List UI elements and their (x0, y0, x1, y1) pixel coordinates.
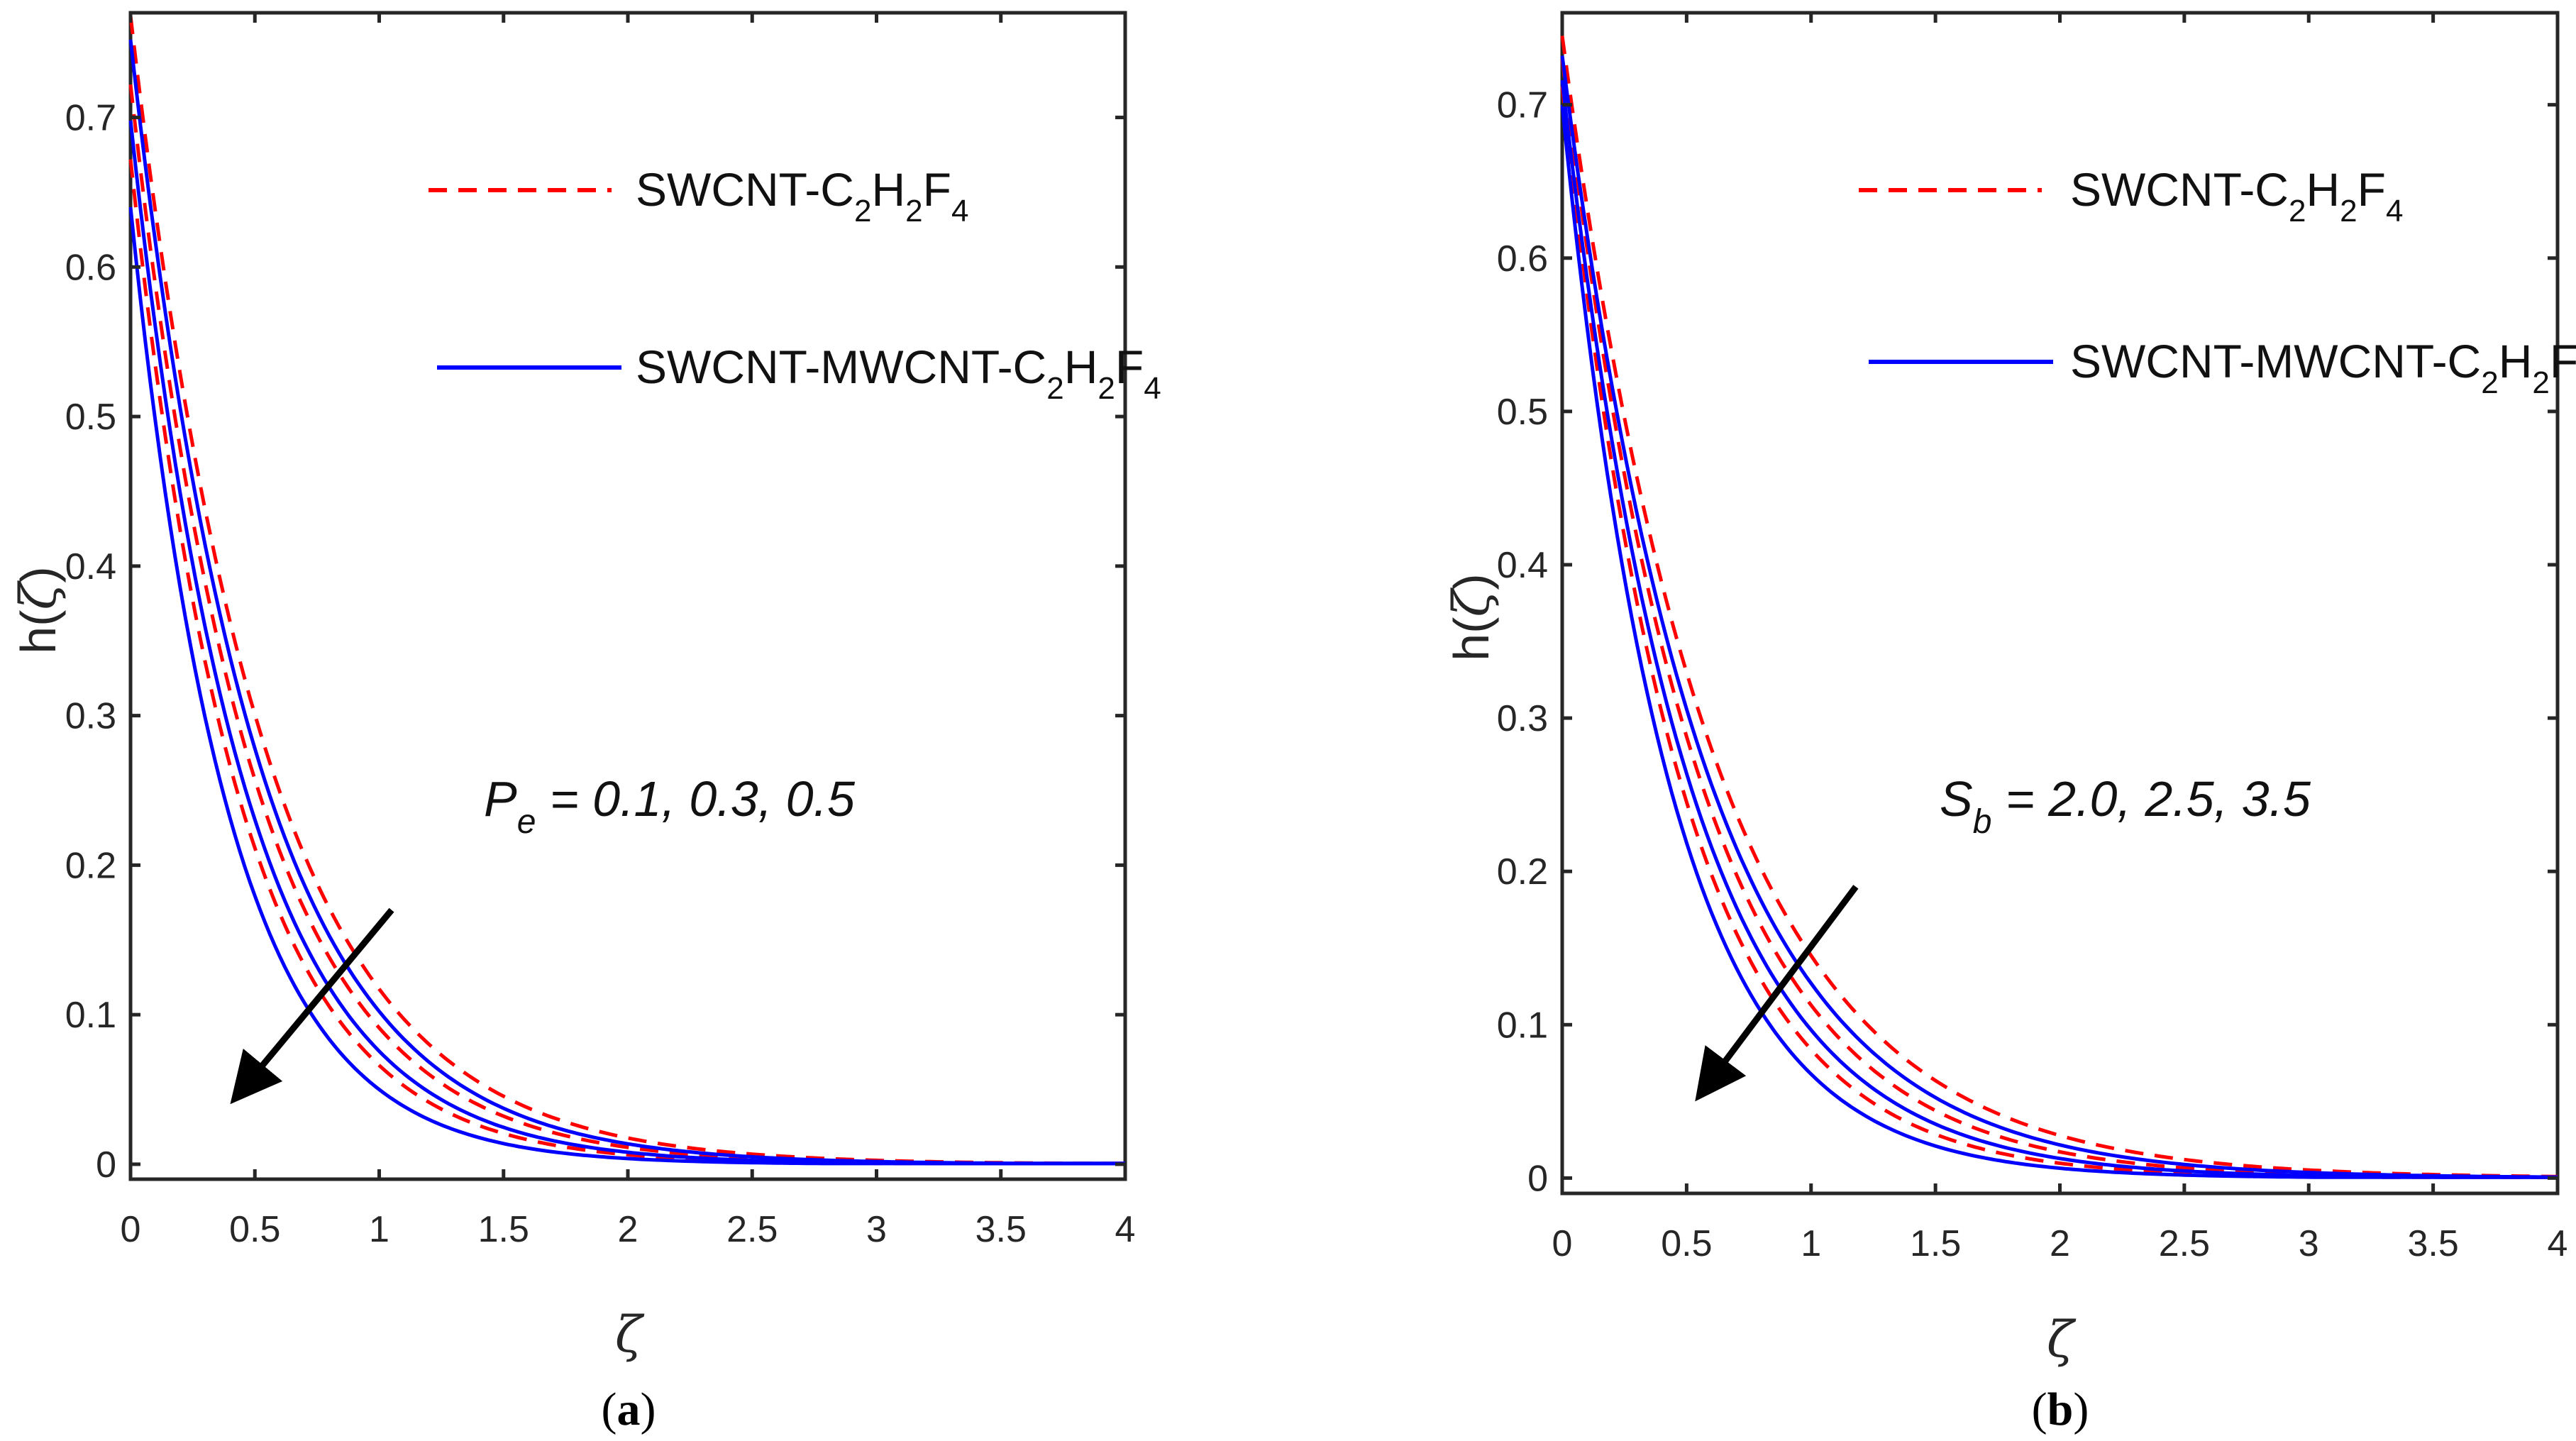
xtick-label-b: 4 (2548, 1223, 2568, 1264)
xtick-label-b: 3.5 (2407, 1223, 2458, 1264)
ytick-label-a: 0.1 (65, 995, 116, 1036)
curve-b-2 (1560, 58, 2558, 1179)
annotation-a: Pe = 0.1, 0.3, 0.5 (484, 771, 856, 841)
ytick-label-b: 0.5 (1497, 392, 1548, 433)
ytick-label-b: 0.7 (1497, 85, 1548, 126)
xtick-label-b: 1.5 (1910, 1223, 1961, 1264)
ytick-label-b: 0.6 (1497, 238, 1548, 280)
panel-b: 0 0.5 1 1.5 2 2.5 3 3.5 400.10.20.30.40.50.60.7 … (1442, 11, 2576, 1435)
legend-b-entry-2: SWCNT-MWCNT-C2H2F4 (2070, 335, 2576, 400)
xlabel-b: ζ (2047, 1310, 2077, 1369)
legend-a-entry-1: SWCNT-C2H2F4 (636, 163, 968, 228)
ytick-label-b: 0.1 (1497, 1005, 1548, 1046)
ytick-label-b: 0.3 (1497, 698, 1548, 739)
ylabel-a: h(ζ) (9, 566, 67, 654)
xtick-label-b: 2.5 (2159, 1223, 2210, 1264)
legend-b: SWCNT-C2H2F4 SWCNT-MWCNT-C2H2F4 (1859, 163, 2576, 400)
ytick-label-b: 0.4 (1497, 545, 1548, 586)
ytick-label-a: 0.2 (65, 845, 116, 886)
ytick-label-a: 0 (96, 1144, 116, 1186)
xtick-label-b: 0 (1552, 1223, 1573, 1264)
curve-a-3 (128, 159, 1125, 1166)
xtick-label-a: 3 (866, 1209, 887, 1250)
ticks-a: 0 0.5 1 1.5 2 2.5 3 3.5 4 0 0.1 0.2 0.3 0.4 0.5 0.6 0.7 (65, 13, 1136, 1250)
ytick-label-b: 0 (1527, 1158, 1548, 1199)
curve-a-6 (128, 206, 1125, 1166)
trend-arrow-a (230, 907, 394, 1105)
ytick-label-a: 0.6 (65, 247, 116, 288)
xtick-label-a: 1.5 (478, 1209, 529, 1250)
xtick-label-a: 0 (121, 1209, 141, 1250)
curve-b-1 (1560, 35, 2558, 1178)
legend-a-entry-2: SWCNT-MWCNT-C2H2F4 (636, 341, 1161, 406)
legend-a: SWCNT-C2H2F4 SWCNT-MWCNT-C2H2F4 (429, 163, 1161, 406)
caption-b: (b) (2032, 1384, 2089, 1435)
curves-a (128, 15, 1125, 1166)
curve-b-4 (1560, 55, 2558, 1179)
xtick-label-a: 4 (1115, 1209, 1136, 1250)
curve-a-1 (128, 15, 1125, 1166)
xtick-label-b: 1 (1801, 1223, 1821, 1264)
xtick-label-b: 2 (2050, 1223, 2070, 1264)
ytick-label-a: 0.3 (65, 696, 116, 737)
curve-a-2 (128, 84, 1125, 1166)
ytick-label-a: 0.7 (65, 98, 116, 139)
curve-a-4 (128, 39, 1125, 1166)
plot-area-b (1560, 11, 2560, 1196)
ytick-label-a: 0.5 (65, 397, 116, 438)
legend-b-entry-1: SWCNT-C2H2F4 (2070, 163, 2403, 228)
curve-b-3 (1560, 86, 2558, 1179)
xtick-label-b: 0.5 (1661, 1223, 1712, 1264)
annotation-b: Sb = 2.0, 2.5, 3.5 (1940, 771, 2311, 841)
xlabel-a: ζ (615, 1305, 645, 1364)
xtick-label-a: 0.5 (229, 1209, 280, 1250)
panel-a: 0 0.5 1 1.5 2 2.5 3 3.5 400.10.20.30.40.50.60.7 … (9, 11, 1161, 1435)
xtick-label-a: 1 (369, 1209, 389, 1250)
curve-b-6 (1560, 104, 2558, 1179)
ticks-b: 0 0.5 1 1.5 2 2.5 3 3.5 4 0 0.1 0.2 0.3 0.4 0.5 0.6 0.7 (1497, 13, 2568, 1264)
xtick-label-a: 2.5 (726, 1209, 778, 1250)
xtick-label-a: 2 (618, 1209, 639, 1250)
curve-b-5 (1560, 79, 2558, 1179)
xtick-label-b: 3 (2299, 1223, 2319, 1264)
curve-a-5 (128, 120, 1125, 1166)
trend-arrow-b (1695, 885, 1859, 1102)
xtick-label-a: 3.5 (975, 1209, 1027, 1250)
ytick-label-b: 0.2 (1497, 851, 1548, 893)
ylabel-b: h(ζ) (1442, 573, 1500, 661)
plot-area-a (128, 11, 1127, 1181)
ytick-label-a: 0.4 (65, 546, 116, 587)
caption-a: (a) (602, 1384, 656, 1435)
curves-b (1560, 35, 2558, 1179)
